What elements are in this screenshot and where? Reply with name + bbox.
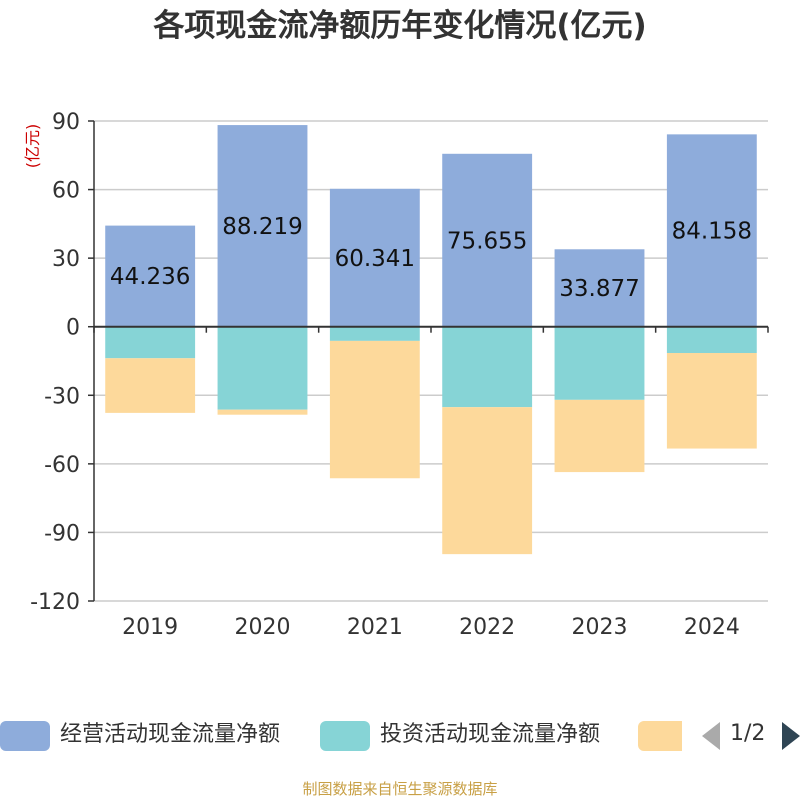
y-tick-label: -90 (44, 521, 80, 546)
y-tick-label: 30 (52, 247, 80, 272)
pager-text: 1/2 (730, 721, 766, 746)
chart-area: (亿元) 44.236 88.219 60.341 75.655 33.877 84.15… (23, 110, 769, 640)
bar-s2-2023[interactable] (554, 399, 645, 473)
y-tick-label: -60 (44, 453, 80, 478)
pager-next-arrow-icon[interactable] (782, 722, 800, 750)
x-tick-label: 2022 (459, 615, 515, 640)
y-tick-label: 60 (52, 179, 80, 204)
chart-title: 各项现金流净额历年变化情况(亿元) (153, 8, 647, 44)
bar-s2-2024[interactable] (666, 353, 757, 449)
data-label-2020: 88.219 (222, 214, 302, 240)
x-tick-label: 2021 (347, 615, 403, 640)
legend-swatch-financing (638, 721, 682, 751)
bar-s0-2022[interactable] (442, 153, 533, 327)
bar-s0-2021[interactable] (329, 188, 420, 327)
bar-s0-2019[interactable] (105, 225, 196, 327)
bar-s0-2023[interactable] (554, 249, 645, 327)
bar-s1-2022[interactable] (442, 326, 533, 408)
y-tick-label: 0 (66, 316, 80, 341)
data-label-2019: 44.236 (110, 264, 190, 290)
data-label-2022: 75.655 (447, 228, 527, 254)
data-label-2023: 33.877 (559, 276, 639, 302)
y-tick-label: 90 (52, 110, 80, 135)
x-tick-label: 2023 (572, 615, 628, 640)
data-label-2021: 60.341 (335, 246, 415, 272)
bar-s2-2022[interactable] (442, 407, 533, 555)
axes: 90 60 30 0 -30 -60 -90 -120 2019 2020 2021 2022 2023… (30, 110, 769, 640)
data-label-2024: 84.158 (672, 219, 752, 245)
bar-s1-2024[interactable] (666, 326, 757, 353)
x-tick-label: 2020 (235, 615, 291, 640)
x-tick-label: 2019 (122, 615, 178, 640)
legend-label-investing: 投资活动现金流量净额 (380, 722, 601, 747)
pager-prev-arrow-icon[interactable] (702, 722, 720, 750)
source-note: 制图数据来自恒生聚源数据库 (302, 780, 498, 798)
bar-s1-2023[interactable] (554, 326, 645, 400)
legend-pager: 1/2 (698, 712, 800, 756)
bar-s1-2019[interactable] (105, 326, 196, 359)
data-labels: 44.236 88.219 60.341 75.655 33.877 84.158 (110, 214, 752, 302)
legend-label-operating: 经营活动现金流量净额 (60, 722, 281, 747)
x-tick-label: 2024 (684, 615, 740, 640)
bar-s2-2020[interactable] (217, 409, 308, 415)
legend-swatch-investing (320, 721, 370, 751)
legend-swatch-operating (0, 721, 50, 751)
y-tick-label: -120 (30, 590, 80, 615)
bar-s2-2021[interactable] (329, 340, 420, 479)
bar-s1-2021[interactable] (329, 326, 420, 341)
bar-s1-2020[interactable] (217, 326, 308, 410)
bars (105, 125, 757, 555)
bar-s0-2024[interactable] (666, 134, 757, 327)
bar-s2-2019[interactable] (105, 358, 196, 413)
legend: 经营活动现金流量净额 投资活动现金流量净额 (0, 712, 800, 756)
bar-s0-2020[interactable] (217, 125, 308, 327)
y-axis-unit: (亿元) (23, 124, 42, 169)
y-tick-label: -30 (44, 384, 80, 409)
